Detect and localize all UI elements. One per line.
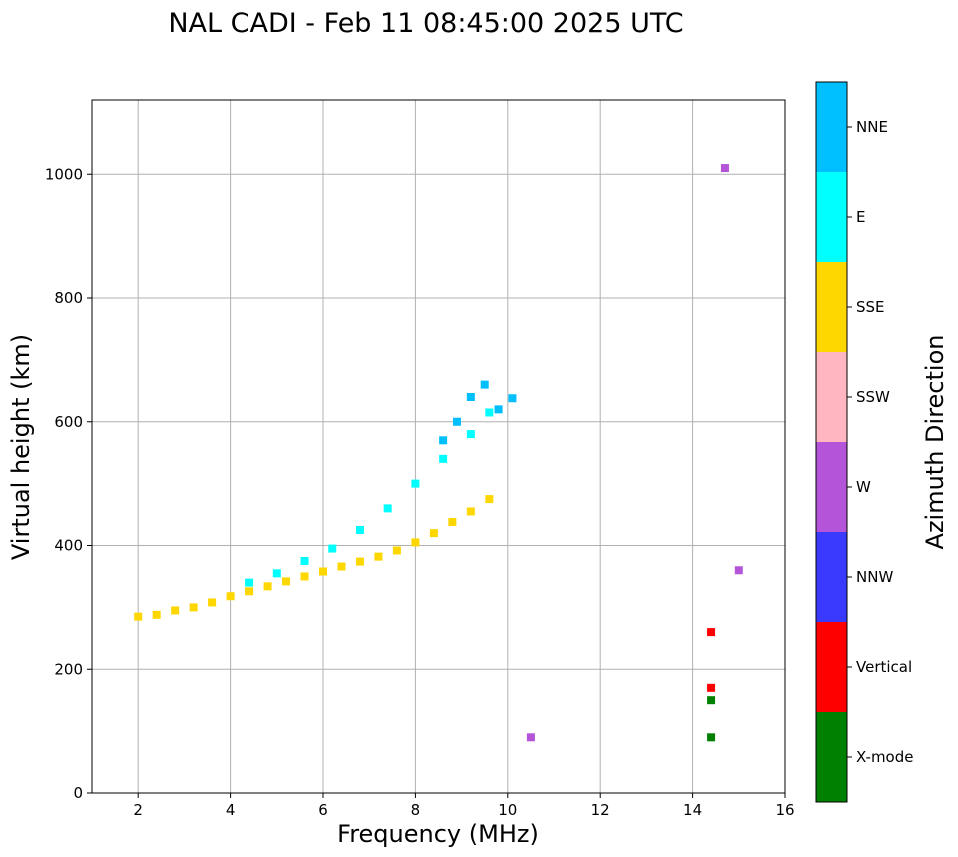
echo-point xyxy=(152,610,161,619)
echo-point xyxy=(485,408,494,417)
colorbar-segment xyxy=(816,262,847,352)
echo-point xyxy=(300,572,309,581)
echo-point xyxy=(707,683,716,692)
y-tick-label: 800 xyxy=(54,289,83,307)
echo-point xyxy=(707,628,716,637)
echo-point xyxy=(392,546,401,555)
echo-point xyxy=(707,733,716,742)
echo-point xyxy=(720,164,729,173)
echo-point xyxy=(300,556,309,565)
y-tick-label: 600 xyxy=(54,413,83,431)
echo-point xyxy=(439,436,448,445)
series-vertical xyxy=(707,628,716,692)
x-tick-label: 14 xyxy=(683,801,702,819)
colorbar-segment xyxy=(816,622,847,712)
colorbar-tick-label: NNE xyxy=(856,118,888,136)
y-tick-label: 1000 xyxy=(45,165,83,183)
echo-point xyxy=(526,733,535,742)
echo-point xyxy=(707,696,716,705)
echo-point xyxy=(337,562,346,571)
echo-point xyxy=(466,507,475,516)
colorbar-segment xyxy=(816,172,847,262)
y-tick-label: 400 xyxy=(54,537,83,555)
chart-title: NAL CADI - Feb 11 08:45:00 2025 UTC xyxy=(168,8,683,39)
y-axis-label: Virtual height (km) xyxy=(7,334,35,560)
colorbar-frame xyxy=(815,81,848,803)
colorbar-tick-label: SSE xyxy=(856,298,885,316)
x-axis-label: Frequency (MHz) xyxy=(337,820,539,848)
colorbar-segment xyxy=(816,352,847,442)
echo-point xyxy=(466,393,475,401)
echo-point xyxy=(319,567,327,576)
colorbar-segment xyxy=(816,532,847,622)
echo-points xyxy=(134,164,743,742)
echo-point xyxy=(263,582,272,591)
echo-point xyxy=(355,526,364,535)
x-tick-label: 2 xyxy=(133,801,143,819)
x-tick-label: 10 xyxy=(498,801,517,819)
x-tick-label: 16 xyxy=(775,801,794,819)
colorbar-segment xyxy=(816,82,847,172)
x-tick-label: 4 xyxy=(226,801,236,819)
echo-point xyxy=(245,578,254,587)
echo-point xyxy=(494,405,503,414)
x-tick-label: 12 xyxy=(591,801,610,819)
colorbar-tick-label: Vertical xyxy=(856,658,912,676)
echo-point xyxy=(448,517,457,526)
series-x-mode xyxy=(707,696,716,742)
echo-point xyxy=(134,612,143,621)
colorbar-segment xyxy=(816,712,847,802)
colorbar-label: Azimuth Direction xyxy=(921,335,949,550)
series-nne xyxy=(439,380,517,445)
x-tick-label: 6 xyxy=(318,801,328,819)
plot-frame xyxy=(91,99,786,794)
echo-point xyxy=(734,566,743,575)
y-tick-label: 0 xyxy=(73,784,83,802)
grid-lines xyxy=(92,100,785,793)
echo-point xyxy=(508,394,517,403)
colorbar-tick-label: NNW xyxy=(856,568,893,586)
echo-point xyxy=(480,380,489,389)
x-tick-label: 8 xyxy=(411,801,421,819)
colorbar-tick-label: X-mode xyxy=(856,748,913,766)
colorbar-segment xyxy=(816,442,847,532)
echo-point xyxy=(374,552,383,561)
echo-point xyxy=(411,479,420,488)
echo-point xyxy=(355,557,364,566)
echo-point xyxy=(226,592,235,601)
echo-point xyxy=(272,569,281,578)
echo-point xyxy=(439,454,448,463)
echo-point xyxy=(466,430,475,439)
echo-point xyxy=(245,587,254,596)
colorbar-tick-label: E xyxy=(856,208,865,226)
colorbar: X-mode Vertical NNW W SSW SSE E NNE xyxy=(815,81,913,803)
echo-point xyxy=(189,603,198,612)
y-tick-label: 200 xyxy=(54,660,83,678)
echo-point xyxy=(282,577,291,586)
x-axis-ticks: 2 4 6 8 10 12 14 16 xyxy=(133,793,795,819)
y-axis-ticks: 0 200 400 600 800 1000 xyxy=(45,165,92,802)
series-w xyxy=(526,164,743,742)
echo-point xyxy=(452,417,461,426)
echo-point xyxy=(171,606,180,615)
plot-area xyxy=(92,100,785,793)
echo-point xyxy=(411,538,420,547)
colorbar-tick-label: W xyxy=(856,478,871,496)
echo-point xyxy=(383,504,392,513)
echo-point xyxy=(328,544,337,553)
echo-point xyxy=(208,598,217,607)
series-sse xyxy=(134,495,494,621)
colorbar-tick-label: SSW xyxy=(856,388,890,406)
echo-point xyxy=(485,495,494,504)
series-e xyxy=(245,408,494,587)
echo-point xyxy=(429,529,438,538)
